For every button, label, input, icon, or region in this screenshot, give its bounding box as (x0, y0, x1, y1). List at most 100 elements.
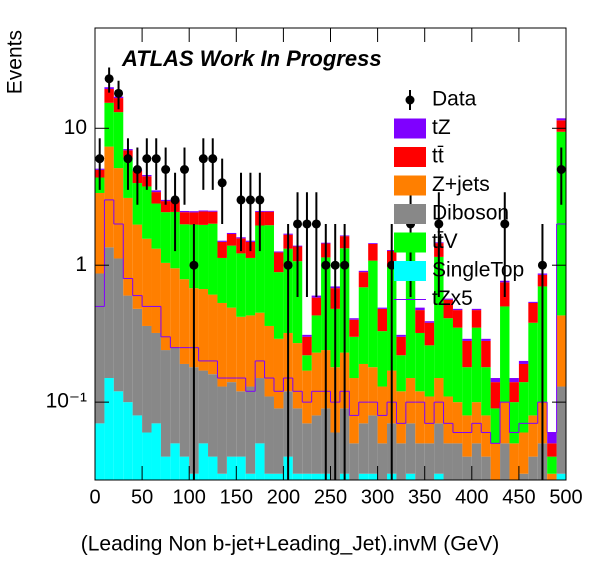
data-point (114, 88, 124, 98)
bar-segment (264, 225, 274, 326)
legend-swatch (394, 147, 426, 167)
bar-segment (443, 298, 453, 300)
bar-segment (405, 378, 416, 424)
bar-segment (95, 423, 105, 480)
data-point (123, 154, 133, 164)
bar-segment (500, 306, 510, 403)
bar-segment (462, 415, 472, 457)
bar-segment (368, 415, 378, 474)
bar-segment (151, 192, 161, 204)
bar-segment (179, 210, 190, 213)
bar-segment (179, 456, 190, 480)
bar-segment (170, 268, 180, 348)
bar-segment (349, 319, 359, 337)
bar-segment (302, 423, 312, 474)
bar-segment (198, 370, 209, 444)
bar-segment (198, 443, 209, 480)
data-point (311, 219, 321, 229)
bar-segment (273, 408, 284, 474)
bar-segment (113, 391, 124, 480)
bar-segment (396, 391, 406, 444)
bar-segment (424, 345, 435, 397)
bar-segment (443, 318, 453, 397)
legend-label: SingleTop (432, 259, 524, 282)
bar-segment (264, 210, 274, 212)
bar-segment (311, 315, 322, 353)
bar-segment (151, 190, 161, 193)
bar-segment (104, 89, 114, 103)
bar-segment (95, 273, 105, 424)
legend-label: tZ (432, 116, 451, 139)
bar-segment (160, 201, 171, 213)
bar-segment (311, 352, 322, 416)
x-tick-label: 350 (408, 486, 441, 508)
bar-segment (255, 225, 265, 313)
y-tick-label: 10⁻¹ (46, 390, 87, 413)
bar-segment (556, 386, 566, 474)
bar-segment (217, 241, 227, 258)
data-point (330, 260, 340, 270)
bar-segment (349, 443, 359, 480)
bar-segment (396, 336, 406, 356)
bar-segment (226, 232, 237, 235)
data-point (132, 165, 142, 175)
data-point (255, 195, 265, 205)
bar-segment (434, 378, 444, 424)
data-point (189, 260, 199, 270)
bar-segment (518, 432, 529, 474)
bar-segment (255, 312, 265, 379)
data-point (245, 195, 255, 205)
bar-segment (160, 456, 171, 480)
legend-label: Data (432, 88, 477, 111)
data-point (161, 165, 171, 175)
bar-segment (518, 360, 529, 364)
data-point (321, 260, 331, 270)
bar-segment (160, 262, 171, 351)
data-point (179, 165, 189, 175)
bar-segment (264, 211, 274, 226)
bar-segment (236, 253, 246, 317)
bar-segment (302, 334, 312, 337)
bar-segment (405, 473, 416, 480)
bar-segment (208, 211, 218, 224)
bar-segment (481, 367, 491, 416)
bar-segment (170, 347, 180, 444)
legend-swatch (394, 118, 426, 139)
bar-segment (528, 302, 538, 323)
legend-label: tt̄V (432, 230, 458, 253)
bar-segment (142, 238, 152, 326)
bar-segment (142, 432, 152, 480)
data-point (556, 165, 566, 175)
bar-segment (151, 423, 161, 480)
bar-segment (500, 402, 510, 444)
bar-segment (198, 210, 209, 212)
y-axis-label: Events (4, 30, 27, 94)
bar-segment (518, 363, 529, 383)
bar-segment (179, 363, 190, 457)
data-point (198, 154, 208, 164)
chart-title: ATLAS Work In Progress (121, 46, 382, 71)
legend-label: Diboson (432, 202, 509, 225)
bar-segment (396, 443, 406, 480)
bar-segment (424, 321, 435, 323)
bar-segment (358, 270, 369, 273)
bar-segment (264, 473, 274, 480)
bar-segment (245, 386, 256, 474)
bar-segment (273, 251, 284, 253)
bar-segment (434, 423, 444, 474)
bar-segment (358, 473, 369, 480)
bar-segment (547, 456, 557, 474)
data-point (208, 154, 218, 164)
bar-segment (236, 456, 246, 480)
bar-segment (311, 415, 322, 474)
data-point (236, 195, 246, 205)
bar-segment (462, 456, 472, 480)
bar-segment (481, 456, 491, 480)
bar-segment (198, 211, 209, 225)
bar-segment (405, 423, 416, 474)
bar-segment (245, 257, 256, 316)
bar-segment (189, 212, 199, 225)
bar-segment (358, 363, 369, 424)
bar-segment (518, 473, 529, 480)
bar-segment (481, 340, 491, 368)
